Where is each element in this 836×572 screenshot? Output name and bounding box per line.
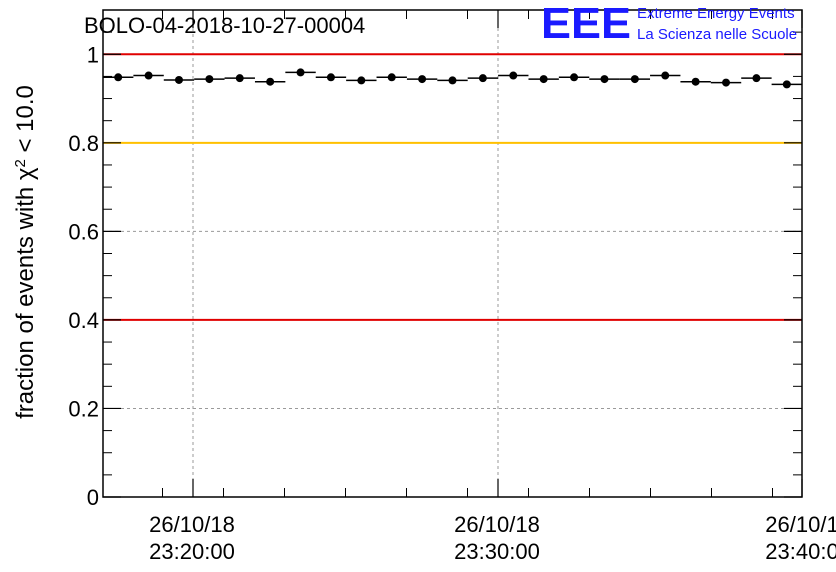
data-point	[235, 74, 244, 83]
data-point	[418, 75, 427, 84]
x-tick-date: 26/10/1	[765, 512, 836, 537]
x-tick-time: 23:20:00	[149, 539, 235, 564]
data-point	[205, 75, 214, 84]
x-tick-date: 26/10/18	[149, 512, 235, 537]
data-point	[357, 76, 366, 85]
logo-mark: EEE	[541, 0, 631, 48]
chart-title: BOLO-04-2018-10-27-00004	[84, 13, 365, 38]
data-point	[661, 71, 670, 80]
logo-line-1: Extreme Energy Events	[637, 5, 795, 22]
data-point	[296, 68, 305, 77]
data-point	[691, 77, 700, 86]
data-point	[630, 75, 639, 84]
data-point	[326, 73, 335, 82]
data-point	[722, 78, 731, 87]
y-tick-label: 1	[87, 42, 99, 67]
data-point	[448, 76, 457, 85]
x-tick-date: 26/10/18	[454, 512, 540, 537]
x-tick-time: 23:40:0	[765, 539, 836, 564]
y-axis-label: fraction of events with χ2 < 10.0	[12, 85, 40, 419]
data-point	[600, 75, 609, 84]
logo-line-2: La Scienza nelle Scuole	[637, 26, 797, 43]
data-point	[539, 75, 548, 84]
reference-lines	[103, 53, 802, 321]
data-point	[570, 73, 579, 82]
y-tick-label: 0	[87, 485, 99, 510]
data-point	[752, 74, 761, 83]
y-tick-label: 0.8	[68, 131, 99, 156]
axis-ticks	[103, 10, 803, 498]
data-point	[114, 73, 123, 82]
y-axis-label-sup: 2	[12, 159, 29, 167]
data-points	[103, 68, 802, 89]
y-tick-label: 0.2	[68, 396, 99, 421]
data-point	[782, 80, 791, 89]
data-point	[509, 71, 518, 80]
data-point	[144, 71, 153, 80]
data-point	[387, 73, 396, 82]
data-point	[266, 77, 275, 86]
y-axis-label-main: fraction of events with χ	[12, 167, 39, 419]
x-tick-time: 23:30:00	[454, 539, 540, 564]
y-axis-label-tail: < 10.0	[12, 85, 39, 159]
data-point	[478, 74, 487, 83]
y-tick-label: 0.6	[68, 219, 99, 244]
y-tick-label: 0.4	[68, 308, 99, 333]
eee-logo: EEE Extreme Energy Events La Scienza nel…	[541, 0, 797, 48]
data-point	[174, 75, 183, 84]
